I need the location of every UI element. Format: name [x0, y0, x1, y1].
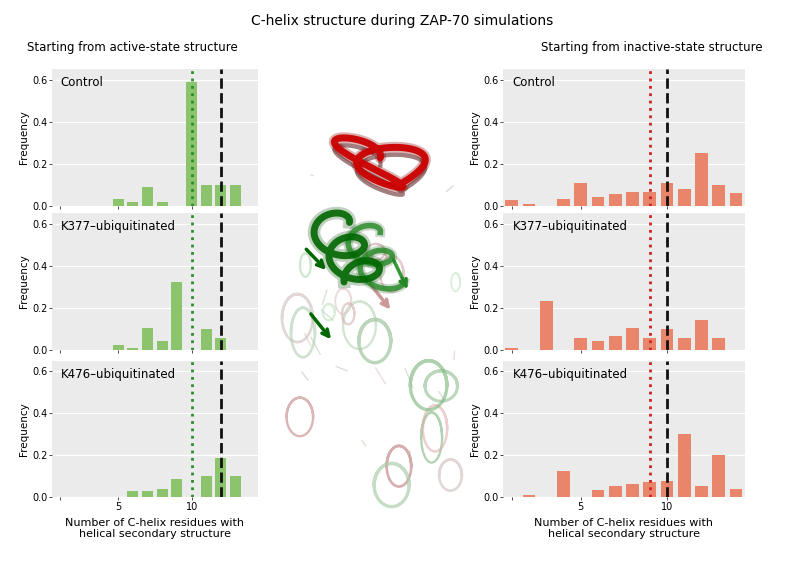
Bar [157, 341, 167, 350]
Bar [142, 491, 153, 497]
Text: K377–ubiquitinated: K377–ubiquitinated [60, 220, 175, 233]
Bar [626, 484, 639, 497]
Bar [643, 338, 656, 350]
Bar [609, 486, 621, 497]
Bar [557, 471, 570, 497]
Bar [643, 192, 656, 206]
Bar [712, 456, 725, 497]
X-axis label: Number of C-helix residues with
helical secondary structure: Number of C-helix residues with helical … [65, 518, 245, 539]
Bar [609, 336, 621, 350]
Text: C-helix structure during ZAP-70 simulations: C-helix structure during ZAP-70 simulati… [251, 14, 554, 28]
Y-axis label: Frequency: Frequency [470, 254, 480, 309]
Text: Starting from active-state structure: Starting from active-state structure [27, 41, 238, 54]
Bar [626, 192, 639, 206]
Bar [643, 482, 656, 497]
Bar [157, 202, 167, 206]
Bar [127, 202, 138, 206]
Bar [216, 185, 226, 206]
Bar [729, 193, 742, 206]
Bar [200, 477, 212, 497]
Bar [157, 489, 167, 497]
Bar [200, 185, 212, 206]
X-axis label: Number of C-helix residues with
helical secondary structure: Number of C-helix residues with helical … [535, 518, 713, 539]
Y-axis label: Frequency: Frequency [470, 111, 480, 165]
Bar [574, 183, 587, 206]
Bar [695, 320, 708, 350]
Text: K377–ubiquitinated: K377–ubiquitinated [513, 220, 628, 233]
Bar [142, 187, 153, 206]
Y-axis label: Frequency: Frequency [19, 254, 29, 309]
Bar [506, 200, 518, 206]
Bar [171, 478, 183, 497]
Bar [695, 486, 708, 497]
Y-axis label: Frequency: Frequency [19, 402, 29, 456]
Bar [216, 457, 226, 497]
Bar [113, 346, 124, 350]
Text: Control: Control [60, 76, 103, 89]
Bar [574, 338, 587, 350]
Bar [661, 329, 674, 350]
Bar [678, 189, 691, 206]
Bar [678, 338, 691, 350]
Bar [661, 183, 674, 206]
Bar [712, 185, 725, 206]
Y-axis label: Frequency: Frequency [19, 111, 29, 165]
Text: Starting from inactive-state structure: Starting from inactive-state structure [541, 41, 763, 54]
Bar [540, 301, 553, 350]
Bar [142, 328, 153, 350]
Bar [557, 199, 570, 206]
Bar [609, 195, 621, 206]
Bar [678, 434, 691, 497]
Bar [200, 329, 212, 350]
Bar [506, 347, 518, 350]
Bar [592, 490, 605, 497]
Bar [230, 185, 242, 206]
Bar [216, 338, 226, 350]
Bar [127, 347, 138, 350]
Bar [592, 197, 605, 206]
Bar [712, 338, 725, 350]
Bar [522, 495, 535, 497]
Text: Control: Control [513, 76, 555, 89]
Bar [592, 341, 605, 350]
Bar [186, 82, 197, 206]
Text: K476–ubiquitinated: K476–ubiquitinated [60, 368, 175, 381]
Bar [626, 328, 639, 350]
Bar [695, 153, 708, 206]
Bar [113, 199, 124, 206]
Text: K476–ubiquitinated: K476–ubiquitinated [513, 368, 628, 381]
Bar [661, 481, 674, 497]
Bar [127, 491, 138, 497]
Bar [230, 477, 242, 497]
Bar [171, 283, 183, 350]
Y-axis label: Frequency: Frequency [470, 402, 480, 456]
Bar [522, 204, 535, 206]
Bar [729, 489, 742, 497]
